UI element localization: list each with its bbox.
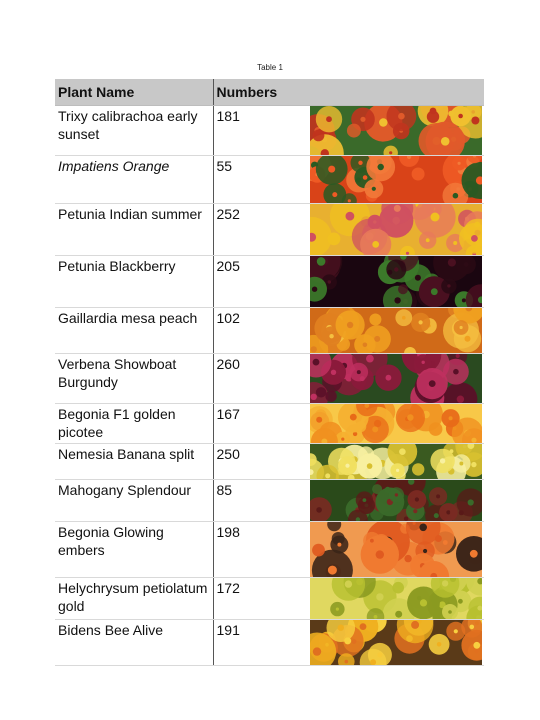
peach-flowers-icon xyxy=(310,308,482,353)
table-row: Petunia Indian summer 252 xyxy=(55,203,484,256)
table-row: Begonia Glowing embers 198 xyxy=(55,521,484,578)
plant-name-cell: Mahogany Splendour xyxy=(55,479,213,522)
plant-photo-cell xyxy=(310,155,484,204)
table-row: Mahogany Splendour 85 xyxy=(55,479,484,522)
table-row: Impatiens Orange 55 xyxy=(55,155,484,204)
orange-flowers-icon xyxy=(310,156,482,203)
plant-name-cell: Begonia F1 golden picotee xyxy=(55,403,213,444)
plant-photo-cell xyxy=(310,479,484,522)
table-row: Bidens Bee Alive 191 xyxy=(55,619,484,666)
header-image xyxy=(310,79,484,106)
plant-photo-cell xyxy=(310,203,484,256)
plant-number-cell: 55 xyxy=(212,155,310,204)
plant-name-cell: Verbena Showboat Burgundy xyxy=(55,353,213,404)
table-row: Verbena Showboat Burgundy 260 xyxy=(55,353,484,404)
plant-name-cell: Trixy calibrachoa early sunset xyxy=(55,105,213,156)
plant-photo-cell xyxy=(310,521,484,578)
plant-photo-cell xyxy=(310,577,484,620)
table-row: Begonia F1 golden picotee 167 xyxy=(55,403,484,444)
orange-embers-flowers-icon xyxy=(310,522,482,577)
plant-photo-cell xyxy=(310,307,484,354)
plant-number-cell: 250 xyxy=(212,443,310,480)
plant-photo-cell xyxy=(310,255,484,308)
table-row: Petunia Blackberry 205 xyxy=(55,255,484,308)
yellow-white-flowers-icon xyxy=(310,444,482,479)
plants-table: Plant Name Numbers Trixy calibrachoa ear… xyxy=(55,79,484,666)
salmon-yellow-flowers-icon xyxy=(310,204,482,255)
plant-name-cell: Petunia Indian summer xyxy=(55,203,213,256)
plant-name-cell: Bidens Bee Alive xyxy=(55,619,213,666)
table-header-row: Plant Name Numbers xyxy=(55,79,484,106)
plant-name-cell: Petunia Blackberry xyxy=(55,255,213,308)
plant-photo-cell xyxy=(310,105,484,156)
table-row: Trixy calibrachoa early sunset 181 xyxy=(55,105,484,156)
plant-number-cell: 167 xyxy=(212,403,310,444)
plant-photo-cell xyxy=(310,443,484,480)
header-plant-name: Plant Name xyxy=(55,79,213,106)
yellow-orange-flowers-icon xyxy=(310,620,482,665)
plant-number-cell: 102 xyxy=(212,307,310,354)
plant-number-cell: 252 xyxy=(212,203,310,256)
golden-flowers-icon xyxy=(310,404,482,443)
dark-purple-flowers-icon xyxy=(310,256,482,307)
plant-number-cell: 172 xyxy=(212,577,310,620)
plant-number-cell: 181 xyxy=(212,105,310,156)
mahogany-leaves-icon xyxy=(310,480,482,521)
header-numbers: Numbers xyxy=(212,79,310,106)
plant-name-cell: Gaillardia mesa peach xyxy=(55,307,213,354)
plant-number-cell: 198 xyxy=(212,521,310,578)
table-row: Helychrysum petiolatum gold 172 xyxy=(55,577,484,620)
red-orange-flowers-icon xyxy=(310,106,482,155)
table-row: Gaillardia mesa peach 102 xyxy=(55,307,484,354)
plant-photo-cell xyxy=(310,353,484,404)
plant-photo-cell xyxy=(310,403,484,444)
plant-number-cell: 205 xyxy=(212,255,310,308)
plant-name-cell: Nemesia Banana split xyxy=(55,443,213,480)
burgundy-flowers-icon xyxy=(310,354,482,403)
gold-foliage-icon xyxy=(310,578,482,619)
plant-number-cell: 191 xyxy=(212,619,310,666)
plant-name-cell: Helychrysum petiolatum gold xyxy=(55,577,213,620)
table-caption: Table 1 xyxy=(257,63,283,72)
plant-number-cell: 260 xyxy=(212,353,310,404)
plant-name-cell: Impatiens Orange xyxy=(55,155,213,204)
plant-name-cell: Begonia Glowing embers xyxy=(55,521,213,578)
plant-photo-cell xyxy=(310,619,484,666)
plant-number-cell: 85 xyxy=(212,479,310,522)
table-row: Nemesia Banana split 250 xyxy=(55,443,484,480)
